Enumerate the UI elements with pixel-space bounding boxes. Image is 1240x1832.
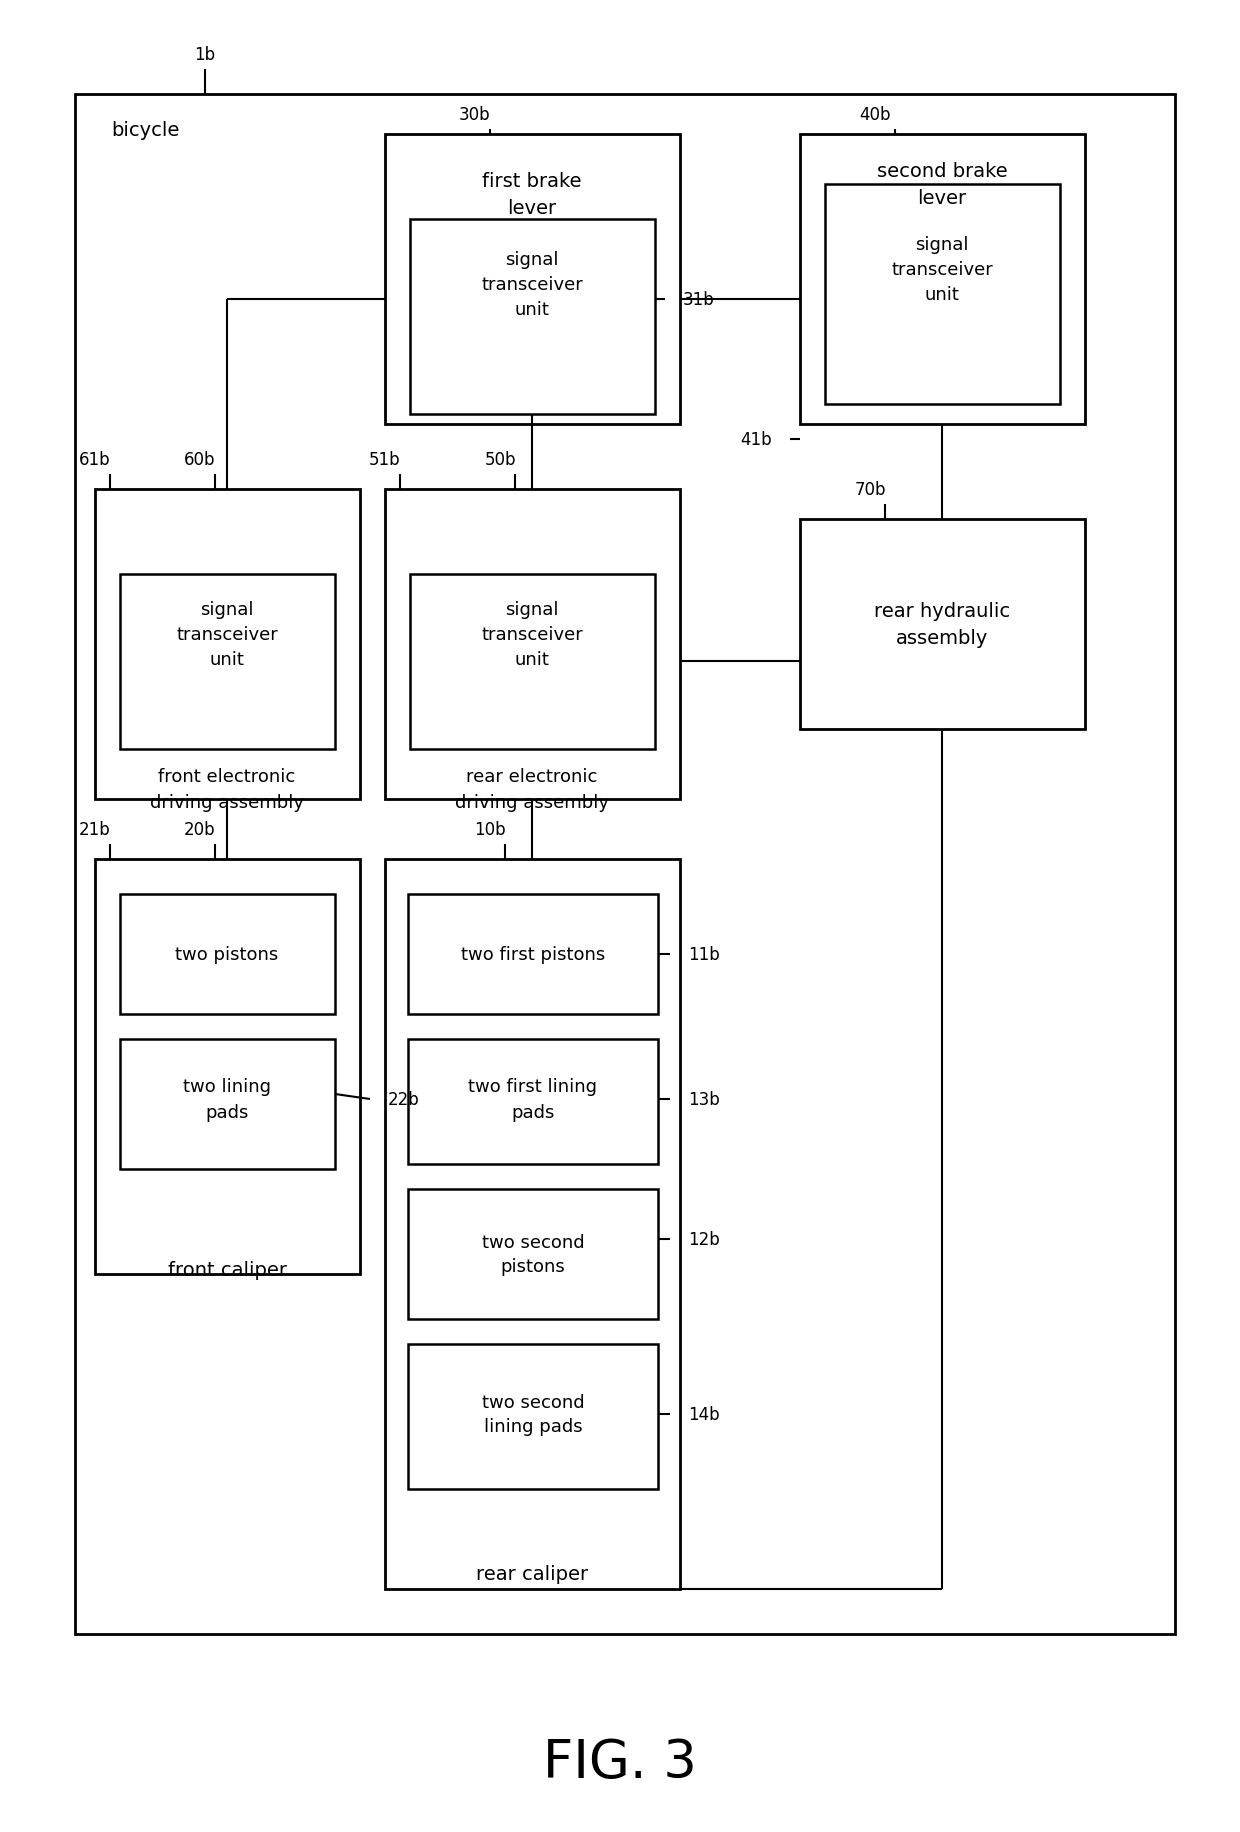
- Text: 10b: 10b: [474, 821, 506, 839]
- Text: 21b: 21b: [79, 821, 110, 839]
- Text: 61b: 61b: [79, 451, 110, 469]
- Text: first brake
lever: first brake lever: [482, 172, 582, 218]
- Text: two second
lining pads: two second lining pads: [481, 1392, 584, 1436]
- Text: 1b: 1b: [195, 46, 216, 64]
- Text: 60b: 60b: [185, 451, 216, 469]
- Text: bicycle: bicycle: [110, 121, 180, 139]
- Text: 51b: 51b: [370, 451, 401, 469]
- Text: two second
pistons: two second pistons: [481, 1233, 584, 1275]
- Bar: [408, 1189, 658, 1319]
- Text: two first lining
pads: two first lining pads: [469, 1077, 598, 1121]
- Text: two pistons: two pistons: [175, 945, 279, 964]
- Text: 30b: 30b: [459, 106, 491, 125]
- Text: FIG. 3: FIG. 3: [543, 1737, 697, 1788]
- Bar: [408, 1039, 658, 1165]
- Text: signal
transceiver
unit: signal transceiver unit: [892, 236, 993, 304]
- Text: rear electronic
driving assembly: rear electronic driving assembly: [455, 768, 609, 812]
- Text: 22b: 22b: [388, 1090, 420, 1108]
- Text: 31b: 31b: [683, 291, 714, 310]
- Bar: [384, 859, 680, 1588]
- Text: 12b: 12b: [688, 1231, 719, 1248]
- Text: second brake
lever: second brake lever: [877, 163, 1007, 207]
- Bar: [410, 575, 655, 749]
- Bar: [408, 1345, 658, 1489]
- Text: 50b: 50b: [485, 451, 516, 469]
- Text: rear caliper: rear caliper: [476, 1565, 588, 1583]
- Text: 40b: 40b: [859, 106, 890, 125]
- Bar: [95, 489, 360, 799]
- Bar: [74, 95, 1176, 1634]
- Bar: [384, 136, 680, 425]
- Text: front caliper: front caliper: [167, 1260, 286, 1279]
- Bar: [800, 136, 1085, 425]
- Text: front electronic
driving assembly: front electronic driving assembly: [150, 768, 304, 812]
- Bar: [95, 859, 360, 1275]
- Bar: [120, 894, 335, 1015]
- Text: two lining
pads: two lining pads: [184, 1077, 272, 1121]
- Bar: [800, 520, 1085, 729]
- Text: signal
transceiver
unit: signal transceiver unit: [481, 251, 583, 319]
- Bar: [120, 1039, 335, 1169]
- Text: rear hydraulic
assembly: rear hydraulic assembly: [874, 603, 1011, 647]
- Text: 70b: 70b: [854, 480, 885, 498]
- Text: two first pistons: two first pistons: [461, 945, 605, 964]
- Bar: [408, 894, 658, 1015]
- Text: 14b: 14b: [688, 1405, 719, 1423]
- Bar: [410, 220, 655, 414]
- Text: signal
transceiver
unit: signal transceiver unit: [481, 601, 583, 669]
- Text: signal
transceiver
unit: signal transceiver unit: [176, 601, 278, 669]
- Text: 41b: 41b: [740, 431, 773, 449]
- Text: 20b: 20b: [185, 821, 216, 839]
- Bar: [825, 185, 1060, 405]
- Text: 11b: 11b: [688, 945, 719, 964]
- Text: 13b: 13b: [688, 1090, 719, 1108]
- Bar: [384, 489, 680, 799]
- Bar: [120, 575, 335, 749]
